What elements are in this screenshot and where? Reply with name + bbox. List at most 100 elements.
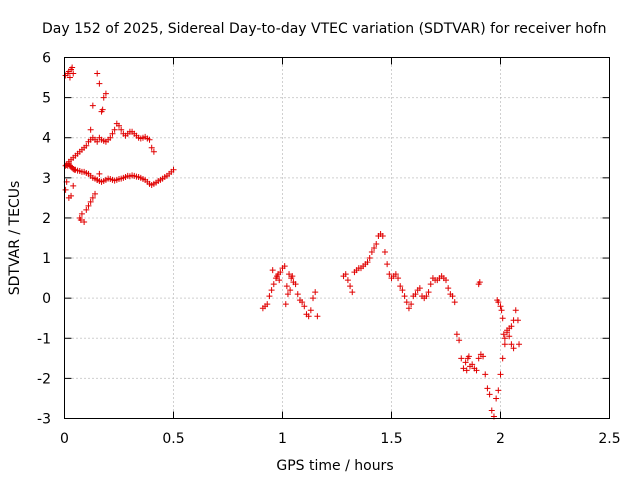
y-tick-label: 6: [42, 51, 51, 67]
data-point: [87, 126, 94, 133]
data-point: [456, 337, 463, 344]
data-point: [94, 176, 101, 183]
data-point: [269, 267, 276, 274]
data-point: [284, 291, 291, 298]
data-point: [89, 102, 96, 109]
data-point: [305, 313, 312, 320]
y-tick-labels: -3 -2 -1 0 1 2 3 4 5 6: [37, 51, 51, 428]
data-point: [379, 232, 386, 239]
data-point: [495, 299, 502, 306]
data-point: [301, 303, 308, 310]
x-tick-label: 2.5: [598, 431, 620, 447]
data-point: [310, 295, 317, 302]
data-point: [347, 283, 354, 290]
data-point: [277, 269, 284, 276]
data-point: [94, 70, 101, 77]
data-point: [493, 395, 500, 402]
data-point: [412, 291, 419, 298]
data-point: [373, 241, 380, 248]
data-point: [510, 345, 517, 352]
data-point: [292, 281, 299, 288]
y-tick-label: -1: [37, 331, 51, 347]
data-point: [500, 331, 507, 338]
y-tick-label: -3: [37, 412, 51, 428]
data-point: [399, 287, 406, 294]
y-tick-label: 1: [42, 251, 51, 267]
data-point: [473, 367, 480, 374]
data-point: [92, 190, 99, 197]
data-point: [508, 323, 515, 330]
data-point: [495, 387, 502, 394]
data-point: [81, 218, 88, 225]
data-point: [451, 299, 458, 306]
data-point: [484, 385, 491, 392]
x-tick-label: 0: [60, 431, 69, 447]
data-point: [458, 355, 465, 362]
data-point: [453, 331, 460, 338]
data-point: [99, 106, 106, 113]
y-tick-label: 5: [42, 91, 51, 107]
data-points: [62, 64, 523, 420]
data-point: [77, 216, 84, 223]
data-point: [384, 261, 391, 268]
data-point: [423, 293, 430, 300]
x-tick-label: 0.5: [162, 431, 184, 447]
data-point: [392, 271, 399, 278]
data-point: [403, 299, 410, 306]
data-point: [109, 130, 116, 137]
x-axis-label: GPS time / hours: [276, 458, 393, 474]
x-tick-label: 2: [496, 431, 505, 447]
data-point: [386, 271, 393, 278]
data-point: [70, 70, 77, 77]
data-point: [401, 293, 408, 300]
data-point: [66, 74, 73, 81]
data-point: [268, 287, 275, 294]
data-point: [289, 273, 296, 280]
data-point: [89, 194, 96, 201]
data-point: [274, 273, 281, 280]
data-point: [344, 277, 351, 284]
data-point: [425, 289, 432, 296]
data-point: [443, 277, 449, 284]
data-point: [283, 283, 290, 290]
data-point: [486, 391, 493, 398]
data-point: [427, 281, 434, 288]
data-point: [497, 303, 504, 310]
x-tick-labels: 0 0.5 1 1.5 2 2.5: [60, 431, 621, 447]
y-axis-label: SDTVAR / TECUs: [7, 181, 23, 296]
data-point: [100, 94, 107, 101]
data-point: [397, 283, 404, 290]
y-tick-label: 3: [42, 171, 51, 187]
data-point: [116, 122, 122, 129]
data-point: [504, 329, 511, 336]
data-point: [282, 301, 289, 308]
data-point: [469, 361, 476, 368]
data-point: [342, 271, 349, 278]
y-tick-label: -2: [37, 371, 51, 387]
data-point: [78, 210, 85, 217]
data-point: [307, 307, 314, 314]
data-point: [85, 202, 92, 209]
data-point: [281, 263, 288, 270]
data-point: [463, 367, 470, 374]
data-point: [475, 355, 482, 362]
data-point: [94, 138, 101, 145]
data-point: [148, 144, 155, 151]
data-point: [299, 299, 306, 306]
grid-lines: [64, 57, 610, 419]
data-point: [349, 289, 356, 296]
data-point: [70, 182, 77, 189]
data-point: [416, 285, 423, 292]
data-point: [512, 307, 519, 314]
data-point: [516, 341, 523, 348]
data-point: [408, 301, 415, 308]
data-point: [312, 289, 319, 296]
data-point: [488, 407, 495, 414]
data-point: [445, 285, 452, 292]
data-point: [460, 365, 467, 372]
data-point: [506, 333, 513, 340]
data-point: [499, 315, 506, 322]
data-point: [514, 317, 521, 324]
data-point: [501, 335, 508, 342]
data-point: [170, 166, 177, 173]
